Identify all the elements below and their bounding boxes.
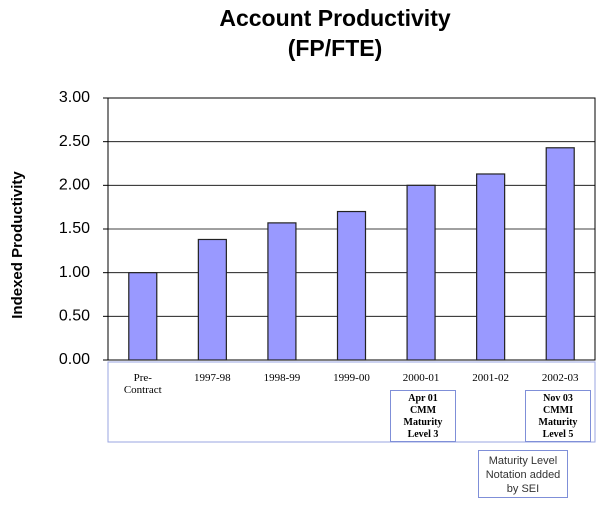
bar: [406, 184, 436, 361]
bar: [267, 222, 297, 361]
bar: [197, 238, 227, 361]
y-tick-label: 2.00: [59, 177, 90, 194]
annotation: Apr 01 CMM Maturity Level 3: [390, 390, 456, 442]
chart-title: Account Productivity: [219, 5, 451, 31]
y-tick-label: 0.50: [59, 308, 90, 325]
y-tick-label: 2.50: [59, 133, 90, 150]
x-tick-label: 2001-02: [472, 372, 509, 384]
bar: [476, 173, 506, 361]
y-axis-label: Indexed Productivity: [9, 171, 26, 319]
x-tick-label: Pre-Contract: [123, 372, 162, 396]
bar: [545, 147, 575, 361]
y-tick-label: 0.00: [59, 351, 90, 368]
y-tick-label: 1.50: [59, 220, 90, 237]
x-tick-label: 1999-00: [333, 372, 370, 384]
x-tick-label: 2002-03: [541, 372, 579, 384]
annotation: Maturity Level Notation added by SEI: [478, 450, 568, 498]
y-tick-label: 3.00: [59, 89, 90, 106]
y-tick-label: 1.00: [59, 264, 90, 281]
x-tick-label: 2000-01: [402, 372, 440, 384]
category-frame: [107, 361, 596, 443]
x-tick-label: 1998-99: [263, 372, 301, 384]
x-tick-label: 1997-98: [194, 372, 231, 384]
chart-title: (FP/FTE): [288, 35, 383, 61]
bar: [128, 272, 158, 361]
bar: [336, 210, 367, 361]
annotation: Nov 03 CMMI Maturity Level 5: [525, 390, 591, 442]
